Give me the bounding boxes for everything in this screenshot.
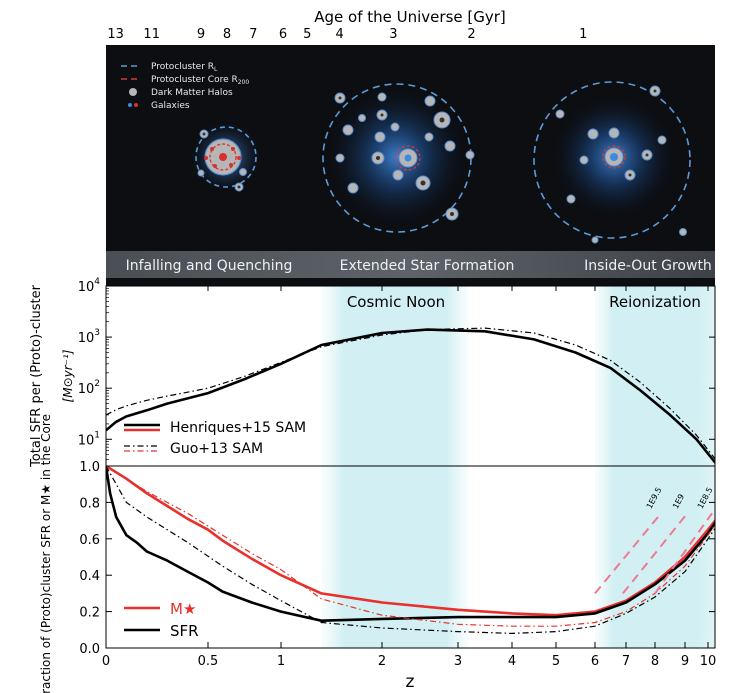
series-line (106, 466, 715, 623)
svg-text:Protocluster RL: Protocluster RL (151, 62, 218, 73)
x-tick-label: 3 (454, 654, 462, 669)
series-line (622, 512, 689, 595)
x-tick-label: 0 (102, 654, 110, 669)
y-tick-label: 0.8 (79, 496, 100, 511)
legend-r200-subscript: 200 (238, 79, 250, 86)
legend-sfr: SFR (170, 622, 199, 640)
y-tick-exponent: 1 (94, 430, 100, 440)
series-line (106, 328, 715, 465)
legend-protocluster-rl: Protocluster R (151, 62, 214, 72)
fraction-legend: M★ SFR (124, 600, 199, 640)
legend-guo: Guo+13 SAM (170, 441, 263, 457)
core-radius-ring (395, 145, 421, 171)
legend-galaxies: Galaxies (151, 101, 190, 111)
legend-mstar: M★ (170, 600, 196, 618)
stage-extended-sf: Extended Star Formation (340, 258, 515, 274)
sfr-lines (106, 327, 715, 465)
top-axis-tick-label: 3 (389, 27, 397, 42)
top-axis-tick-label: 9 (197, 27, 205, 42)
top-axis: Age of the Universe [Gyr] 13 11 9 8 7 6 5 4 3 2 1 (107, 8, 587, 50)
top-axis-tick-label: 7 (249, 27, 257, 42)
illustration-panel: Protocluster RL Protocluster Core R200 D… (106, 45, 715, 286)
series-line (594, 512, 662, 595)
y-tick-label: 0.6 (79, 533, 100, 548)
y-tick-base: 10 (78, 280, 95, 295)
top-axis-tick-label: 13 (107, 27, 124, 42)
sfr-shaded-regions (321, 286, 715, 466)
top-axis-tick-label: 4 (335, 27, 343, 42)
y-tick-label: 1.0 (79, 460, 100, 475)
legend-dark-matter-halos: Dark Matter Halos (151, 88, 233, 98)
stage-band-background (106, 251, 715, 278)
sfr-legend: Henriques+15 SAM Guo+13 SAM (124, 420, 306, 457)
illustration-legend: Protocluster RL Protocluster Core R200 D… (121, 62, 249, 111)
fraction-y-ticks: 0.0 0.2 0.4 0.6 0.8 1.0 (79, 460, 715, 657)
series-line (106, 466, 715, 635)
top-axis-tick-label: 11 (143, 27, 160, 42)
x-tick-label: 8 (651, 654, 659, 669)
fraction-frame (105, 465, 716, 649)
stage-infalling: Infalling and Quenching (126, 258, 293, 274)
x-tick-label: 4 (508, 654, 516, 669)
x-tick-label: 5 (552, 654, 560, 669)
x-tick-label: 2 (378, 654, 386, 669)
y-tick-base: 10 (78, 433, 95, 448)
sfr-y-label-unit: [M⊙yr⁻¹] (61, 349, 75, 402)
cosmic-noon-label: Cosmic Noon (347, 293, 445, 311)
core-radius-ring (602, 145, 626, 169)
legend-henriques: Henriques+15 SAM (170, 420, 306, 436)
fraction-x-ticks: 0 0.5 1 2 3 4 5 6 7 8 9 10 (102, 286, 716, 669)
core-radius-ring (209, 143, 237, 171)
y-tick-label: 0.0 (79, 642, 100, 657)
y-tick-label: 101 (78, 430, 100, 448)
top-axis-label: Age of the Universe [Gyr] (314, 8, 506, 26)
y-tick-base: 10 (78, 331, 95, 346)
fraction-lines (106, 466, 715, 635)
series-line (106, 327, 715, 460)
series-line (654, 512, 713, 594)
top-axis-tick-label: 2 (467, 27, 475, 42)
reionization-label: Reionization (609, 293, 701, 311)
protocluster-extended (322, 83, 475, 233)
x-tick-label: 9 (681, 654, 689, 669)
protocluster-radius-ring (533, 81, 691, 239)
x-tick-label: 0.5 (198, 654, 219, 669)
x-tick-label: 6 (591, 654, 599, 669)
protocluster-insideout (533, 81, 691, 244)
sfr-y-label: Total SFR per (Proto)-cluster (29, 284, 44, 467)
x-tick-label: 7 (622, 654, 630, 669)
x-axis-label: z (406, 672, 415, 692)
series-line (106, 466, 715, 617)
stage-inside-out: Inside-Out Growth (584, 258, 712, 274)
y-tick-base: 10 (78, 382, 95, 397)
y-tick-label: 103 (78, 328, 100, 346)
y-tick-label: 104 (78, 277, 101, 295)
shaded-region (321, 286, 469, 466)
y-tick-exponent: 3 (94, 328, 100, 338)
top-axis-tick-label: 1 (579, 27, 587, 42)
top-axis-tick-label: 6 (279, 27, 287, 42)
y-tick-exponent: 4 (94, 277, 100, 287)
legend-rl-subscript: L (214, 66, 218, 73)
fraction-panel: 0.00.20.40.60.81.0 0 0.5 1 2 3 4 5 6 7 8 9 10 1E9.5… (39, 286, 716, 693)
top-axis-tick-label: 8 (223, 27, 231, 42)
x-tick-label: 10 (700, 654, 717, 669)
shaded-region (595, 286, 715, 466)
legend-core-r200: Protocluster Core R (151, 75, 238, 85)
x-tick-label: 1 (277, 654, 285, 669)
protocluster-radius-ring (195, 126, 257, 188)
series-line (106, 466, 715, 627)
y-tick-label: 102 (78, 379, 100, 397)
svg-text:Protocluster Core R200: Protocluster Core R200 (151, 75, 249, 86)
fraction-y-label: Fraction of (Proto)cluster SFR or M★ in … (39, 414, 53, 693)
y-tick-exponent: 2 (94, 379, 100, 389)
protocluster-infall (192, 123, 260, 192)
y-tick-label: 0.2 (79, 606, 100, 621)
top-axis-tick-label: 5 (303, 27, 311, 42)
y-tick-label: 0.4 (79, 569, 100, 584)
